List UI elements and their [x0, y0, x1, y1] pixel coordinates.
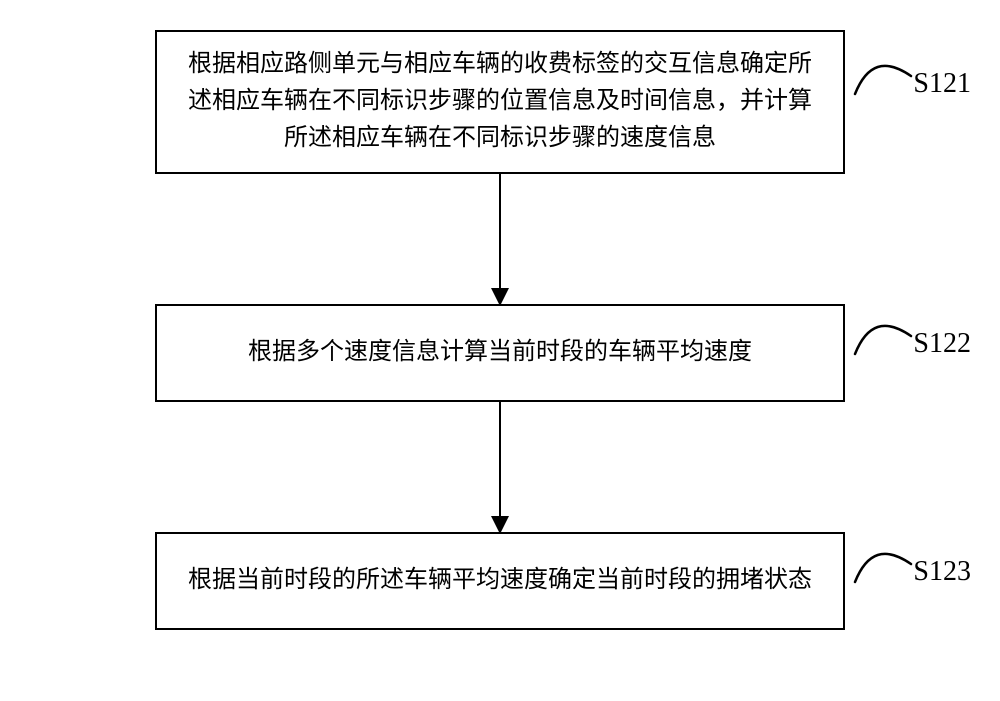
curve-connector-icon	[853, 542, 913, 586]
step-text: 根据多个速度信息计算当前时段的车辆平均速度	[248, 334, 752, 371]
step-label: S123	[913, 550, 971, 593]
curve-connector-icon	[853, 314, 913, 358]
arrow-line	[499, 174, 501, 304]
step-label: S122	[913, 322, 971, 365]
flowchart: 根据相应路侧单元与相应车辆的收费标签的交互信息确定所述相应车辆在不同标识步骤的位…	[70, 30, 930, 630]
arrow-connector	[499, 174, 501, 304]
step-box-s122: 根据多个速度信息计算当前时段的车辆平均速度 S122	[155, 304, 845, 402]
step-text: 根据相应路侧单元与相应车辆的收费标签的交互信息确定所述相应车辆在不同标识步骤的位…	[177, 46, 823, 158]
step-text: 根据当前时段的所述车辆平均速度确定当前时段的拥堵状态	[188, 562, 812, 599]
step-label: S121	[913, 62, 971, 105]
arrow-line	[499, 402, 501, 532]
curve-connector-icon	[853, 54, 913, 98]
arrow-connector	[499, 402, 501, 532]
step-box-s123: 根据当前时段的所述车辆平均速度确定当前时段的拥堵状态 S123	[155, 532, 845, 630]
step-box-s121: 根据相应路侧单元与相应车辆的收费标签的交互信息确定所述相应车辆在不同标识步骤的位…	[155, 30, 845, 174]
